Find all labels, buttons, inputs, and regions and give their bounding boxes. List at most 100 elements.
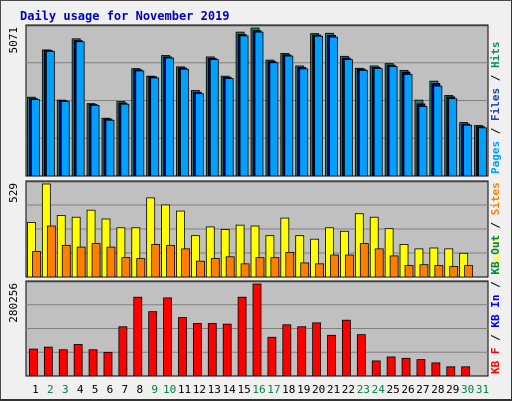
x-tick-label: 7 bbox=[122, 383, 129, 396]
bar-visits-day-27 bbox=[414, 248, 424, 278]
bar-kb-f-day-24 bbox=[371, 360, 381, 377]
bar-kb-f-day-22 bbox=[342, 319, 351, 377]
bar-pages-day-16 bbox=[254, 31, 264, 177]
bar-kb-f-day-4 bbox=[73, 344, 83, 377]
bar-kb-f-day-14 bbox=[222, 323, 232, 377]
bar-kb-f-day-8 bbox=[133, 296, 143, 377]
bar-pages-day-20 bbox=[314, 35, 324, 177]
bar-kb-f-day-3 bbox=[58, 349, 68, 377]
x-tick-label: 19 bbox=[297, 383, 310, 396]
bar-visits-day-20 bbox=[310, 238, 320, 278]
legend-item: Files bbox=[489, 88, 502, 121]
bar-sites-day-7 bbox=[121, 257, 131, 278]
bar-kb-f-day-16 bbox=[252, 283, 262, 377]
bar-pages-day-29 bbox=[448, 98, 458, 177]
bar-kb-f-day-5 bbox=[88, 349, 98, 377]
bar-visits-day-7 bbox=[116, 227, 126, 278]
bar-kb-f-day-19 bbox=[297, 326, 307, 377]
bar-kb-f-day-23 bbox=[356, 334, 366, 377]
x-tick-label: 21 bbox=[327, 383, 340, 396]
bar-visits-day-18 bbox=[280, 217, 290, 278]
bar-pages-day-23 bbox=[358, 69, 368, 177]
bar-pages-day-21 bbox=[329, 36, 338, 177]
bar-pages-day-12 bbox=[194, 93, 204, 177]
bar-visits-day-29 bbox=[444, 248, 454, 278]
bar-sites-day-4 bbox=[76, 246, 86, 278]
x-tick-label: 17 bbox=[267, 383, 280, 396]
bar-pages-day-24 bbox=[373, 68, 383, 177]
bar-visits-day-11 bbox=[176, 210, 185, 278]
bar-sites-day-29 bbox=[449, 266, 459, 278]
bar-sites-day-28 bbox=[434, 265, 444, 278]
bar-visits-day-10 bbox=[161, 204, 170, 278]
bar-kb-f-day-28 bbox=[431, 362, 441, 377]
bar-visits-day-15 bbox=[235, 224, 245, 278]
bar-pages-day-13 bbox=[209, 59, 219, 177]
x-tick-label: 8 bbox=[136, 383, 143, 396]
bar-pages-day-6 bbox=[105, 119, 115, 177]
bar-kb-f-day-13 bbox=[207, 323, 217, 377]
legend: Visits / Sites bbox=[489, 182, 502, 275]
bar-kb-f-day-11 bbox=[178, 317, 187, 377]
bar-visits-day-19 bbox=[295, 235, 305, 278]
bar-pages-day-2 bbox=[45, 50, 55, 177]
bar-kb-f-day-25 bbox=[386, 356, 396, 377]
legend-item: KB Out bbox=[489, 235, 502, 275]
bar-pages-day-10 bbox=[165, 57, 174, 177]
bar-pages-day-7 bbox=[120, 103, 130, 177]
x-tick-label: 16 bbox=[252, 383, 265, 396]
bar-pages-day-14 bbox=[224, 78, 234, 177]
legend: KB F / KB In / KB Out bbox=[489, 235, 502, 374]
x-tick-label: 11 bbox=[178, 383, 191, 396]
bar-pages-day-22 bbox=[344, 59, 353, 177]
bar-kb-f-day-6 bbox=[103, 351, 113, 377]
bar-pages-day-30 bbox=[463, 124, 473, 177]
max-value-label: 280256 bbox=[7, 283, 20, 323]
bar-pages-day-9 bbox=[150, 77, 160, 177]
max-value-label: 529 bbox=[7, 183, 20, 203]
bar-visits-day-14 bbox=[220, 229, 230, 278]
x-tick-label: 6 bbox=[107, 383, 114, 396]
bar-visits-day-30 bbox=[459, 252, 469, 278]
legend-item: Pages bbox=[489, 141, 502, 174]
bar-visits-day-28 bbox=[429, 247, 439, 278]
bar-kb-f-day-27 bbox=[416, 359, 426, 377]
bar-kb-f-day-1 bbox=[29, 348, 38, 377]
bar-sites-day-24 bbox=[374, 248, 384, 278]
bar-sites-day-2 bbox=[46, 225, 56, 278]
bar-pages-day-27 bbox=[418, 106, 428, 177]
x-tick-label: 22 bbox=[342, 383, 355, 396]
legend-separator: / bbox=[489, 121, 502, 141]
x-tick-label: 28 bbox=[431, 383, 444, 396]
bar-sites-day-27 bbox=[419, 264, 429, 278]
bar-visits-day-22 bbox=[340, 230, 349, 278]
bar-sites-day-19 bbox=[300, 262, 310, 278]
bar-sites-day-23 bbox=[359, 243, 369, 278]
bar-kb-f-day-21 bbox=[327, 334, 336, 377]
panel-pages-files-hits: 5071 Pages / Files / Hits bbox=[7, 24, 502, 177]
bar-pages-day-3 bbox=[60, 101, 70, 177]
bar-visits-day-21 bbox=[325, 227, 334, 278]
x-tick-label: 18 bbox=[282, 383, 295, 396]
x-tick-label: 14 bbox=[223, 383, 237, 396]
bar-sites-day-3 bbox=[61, 244, 71, 278]
bar-sites-day-9 bbox=[151, 244, 161, 278]
bar-visits-day-24 bbox=[369, 216, 379, 278]
legend-separator: / bbox=[489, 275, 502, 295]
legend-item: Visits bbox=[489, 235, 502, 275]
x-tick-label: 30 bbox=[461, 383, 474, 396]
bar-sites-day-10 bbox=[166, 244, 175, 278]
bar-pages-day-28 bbox=[433, 85, 443, 177]
x-tick-label: 24 bbox=[372, 383, 386, 396]
bar-pages-day-4 bbox=[75, 41, 85, 177]
bar-sites-day-5 bbox=[91, 243, 101, 278]
panel-visits-sites: 529 Visits / Sites bbox=[7, 180, 502, 278]
bar-sites-day-13 bbox=[210, 258, 220, 278]
x-tick-label: 10 bbox=[163, 383, 176, 396]
bar-visits-day-13 bbox=[205, 226, 215, 278]
bar-visits-day-1 bbox=[27, 222, 36, 278]
bar-sites-day-14 bbox=[225, 256, 235, 278]
bar-sites-day-22 bbox=[345, 254, 354, 278]
bar-visits-day-9 bbox=[146, 197, 156, 278]
